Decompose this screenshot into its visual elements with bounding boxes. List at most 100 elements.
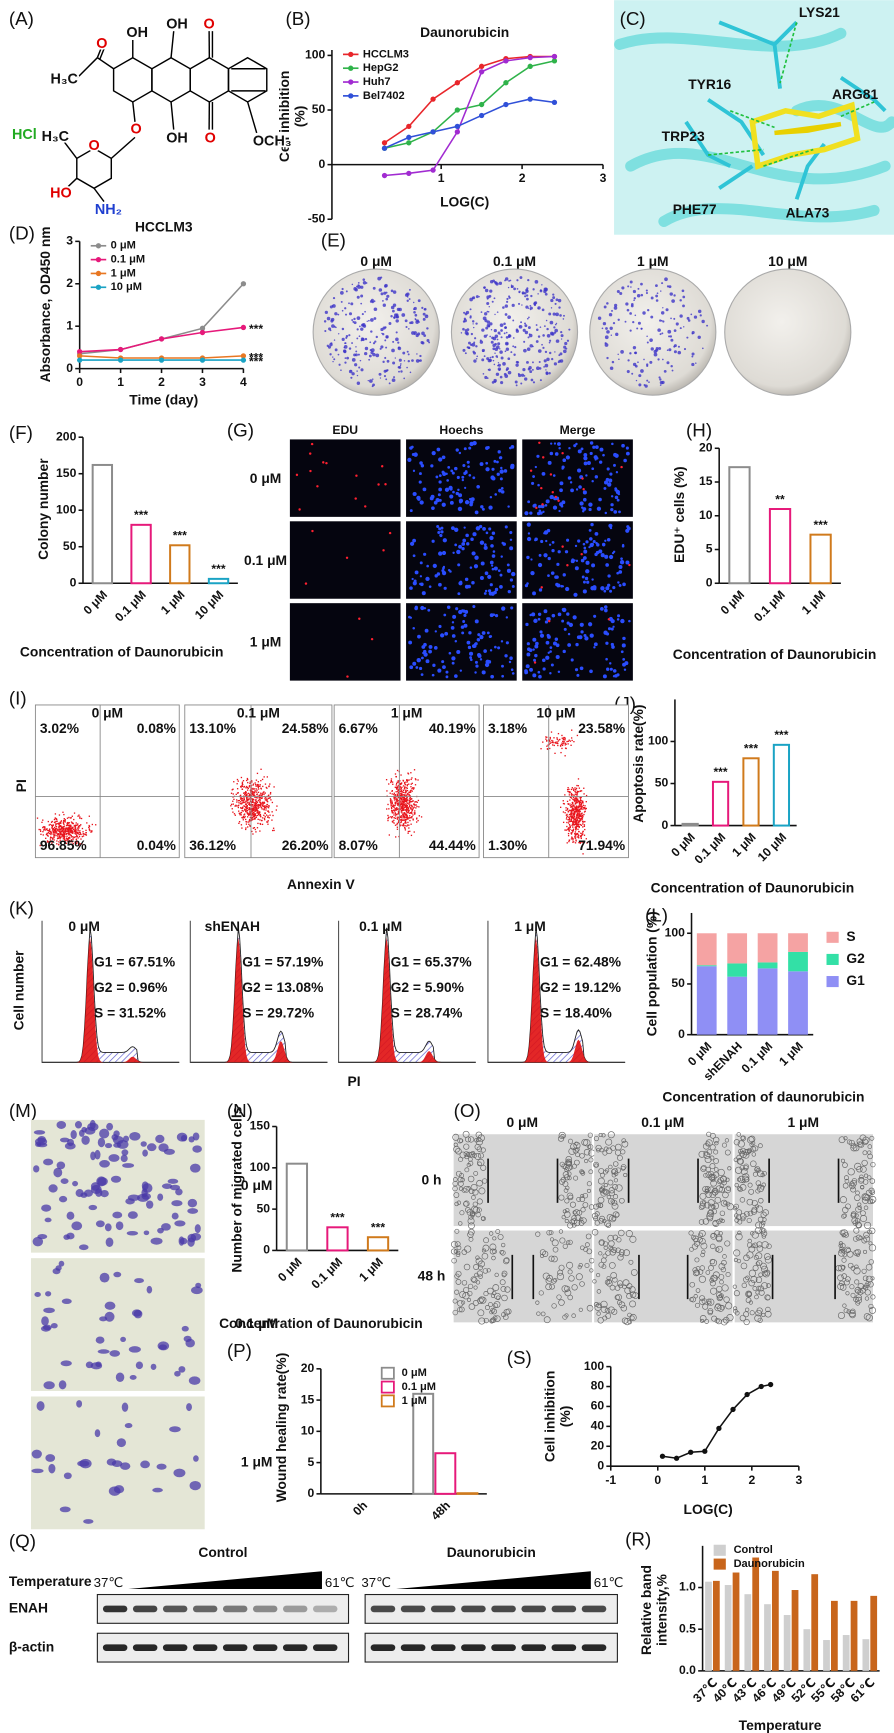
colony bbox=[524, 377, 528, 381]
data-point bbox=[716, 1425, 722, 1432]
colony bbox=[428, 341, 431, 344]
nucleus bbox=[466, 542, 470, 546]
cell bbox=[553, 1277, 558, 1283]
event bbox=[61, 834, 63, 836]
colony bbox=[686, 316, 690, 320]
event bbox=[579, 798, 582, 800]
event bbox=[244, 791, 247, 793]
event bbox=[575, 802, 577, 804]
colony bbox=[643, 383, 646, 387]
colony bbox=[497, 362, 500, 364]
nucleus bbox=[618, 570, 623, 574]
event bbox=[54, 829, 57, 831]
event bbox=[75, 832, 78, 834]
event bbox=[549, 738, 552, 740]
nucleus bbox=[567, 476, 572, 480]
event bbox=[409, 802, 411, 804]
cell bbox=[699, 1192, 707, 1200]
nucleus bbox=[526, 555, 530, 560]
event bbox=[239, 801, 242, 803]
quadrant-label: 6.67% bbox=[339, 720, 378, 736]
event bbox=[576, 790, 579, 793]
event bbox=[582, 833, 584, 835]
colony bbox=[513, 353, 516, 356]
cell bbox=[594, 1163, 599, 1168]
h-bond bbox=[840, 101, 875, 118]
colony bbox=[332, 360, 334, 363]
nucleus bbox=[419, 461, 423, 465]
event bbox=[247, 787, 250, 790]
event bbox=[412, 819, 414, 821]
event bbox=[583, 813, 585, 816]
colony bbox=[370, 330, 373, 333]
event bbox=[243, 805, 245, 807]
nucleus bbox=[604, 539, 607, 542]
cell bbox=[468, 1160, 474, 1166]
edu-cell bbox=[628, 563, 631, 567]
event bbox=[63, 835, 65, 838]
event bbox=[58, 823, 60, 825]
event bbox=[413, 806, 415, 808]
chart bbox=[698, 1544, 880, 1672]
event bbox=[570, 838, 573, 840]
cell bbox=[563, 1211, 571, 1218]
event bbox=[246, 797, 248, 799]
event bbox=[248, 818, 251, 821]
event bbox=[412, 800, 414, 802]
event bbox=[571, 831, 574, 833]
event bbox=[396, 804, 399, 806]
event bbox=[399, 790, 401, 793]
colony bbox=[504, 326, 507, 329]
event bbox=[408, 799, 410, 802]
nucleus bbox=[481, 631, 486, 635]
cell bbox=[714, 1196, 722, 1204]
cell bbox=[478, 1274, 483, 1279]
legend-label: 10 μM bbox=[111, 281, 142, 293]
event bbox=[561, 737, 563, 739]
event bbox=[58, 826, 60, 829]
data-point bbox=[503, 58, 509, 64]
migrated-cell bbox=[56, 1121, 67, 1129]
nucleus bbox=[484, 589, 488, 593]
event bbox=[241, 785, 243, 787]
cell bbox=[592, 1279, 597, 1284]
event bbox=[246, 786, 249, 789]
nucleus bbox=[428, 585, 432, 588]
colony bbox=[505, 331, 508, 334]
cell bbox=[551, 1239, 559, 1247]
ring bbox=[76, 147, 113, 190]
nucleus bbox=[485, 461, 489, 465]
event bbox=[409, 790, 412, 792]
event bbox=[573, 794, 575, 796]
nucleus bbox=[492, 550, 496, 553]
cell bbox=[723, 1296, 730, 1303]
event bbox=[564, 812, 566, 814]
colony bbox=[380, 345, 384, 349]
cell bbox=[734, 1166, 743, 1174]
event bbox=[390, 804, 392, 806]
event bbox=[70, 827, 73, 829]
event bbox=[257, 813, 260, 816]
event bbox=[264, 783, 267, 785]
cell bbox=[720, 1175, 727, 1183]
event bbox=[246, 802, 249, 804]
nucleus bbox=[472, 440, 477, 446]
cell bbox=[702, 1303, 709, 1310]
cell bbox=[621, 1317, 629, 1324]
nucleus bbox=[562, 607, 567, 613]
migrated-cell bbox=[185, 1338, 195, 1348]
histogram-s bbox=[338, 927, 476, 1063]
cell bbox=[565, 1156, 573, 1163]
cell bbox=[454, 1241, 461, 1247]
bond bbox=[93, 187, 105, 202]
panel-label: (P) bbox=[227, 1340, 252, 1361]
ring bbox=[112, 56, 153, 103]
event bbox=[267, 815, 269, 817]
event bbox=[579, 806, 581, 808]
migrated-cell bbox=[44, 1217, 52, 1223]
event bbox=[584, 808, 587, 810]
migrated-cell bbox=[169, 1426, 181, 1433]
colony bbox=[400, 370, 403, 373]
nucleus bbox=[562, 573, 566, 577]
event bbox=[250, 808, 253, 810]
